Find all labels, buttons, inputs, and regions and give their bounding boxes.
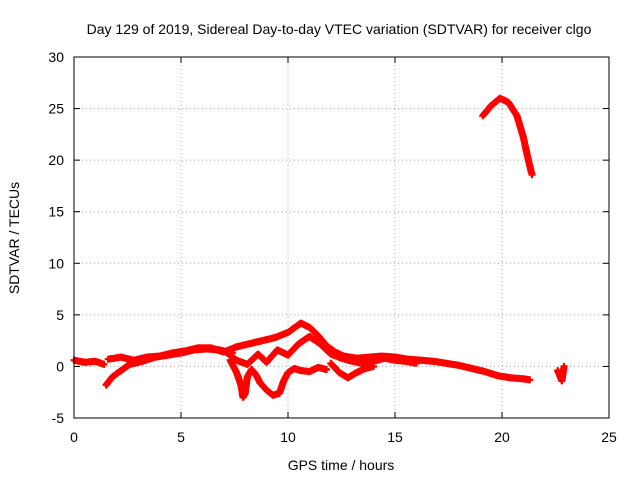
x-tick-labels: 0 5 10 15 20 25 (70, 429, 617, 445)
x-tick-label: 25 (601, 429, 617, 445)
x-tick-label: 20 (494, 429, 510, 445)
x-tick-label: 10 (280, 429, 296, 445)
axis-ticks (73, 56, 610, 419)
data-layer (70, 94, 568, 401)
y-axis-label: SDTVAR / TECUs (6, 182, 22, 294)
data-point (100, 360, 108, 368)
x-tick-label: 15 (387, 429, 403, 445)
data-point (528, 171, 536, 179)
y-tick-label: 10 (48, 255, 64, 271)
data-series (70, 94, 568, 401)
data-point (526, 376, 534, 384)
y-tick-label: 0 (56, 358, 64, 374)
data-point (412, 359, 420, 367)
y-tick-label: 15 (48, 204, 64, 220)
y-tick-label: 5 (56, 307, 64, 323)
y-tick-label: 20 (48, 152, 64, 168)
data-point (560, 362, 568, 370)
x-tick-label: 5 (177, 429, 185, 445)
plot-frame (73, 56, 610, 419)
x-axis-label: GPS time / hours (288, 457, 395, 473)
grid (74, 57, 609, 418)
y-tick-label: -5 (52, 410, 65, 426)
y-tick-labels: -5 0 5 10 15 20 25 30 (48, 49, 64, 426)
data-point (323, 366, 330, 373)
y-tick-label: 25 (48, 101, 64, 117)
chart-title: Day 129 of 2019, Sidereal Day-to-day VTE… (87, 21, 592, 37)
y-tick-label: 30 (48, 49, 64, 65)
x-tick-label: 0 (70, 429, 78, 445)
